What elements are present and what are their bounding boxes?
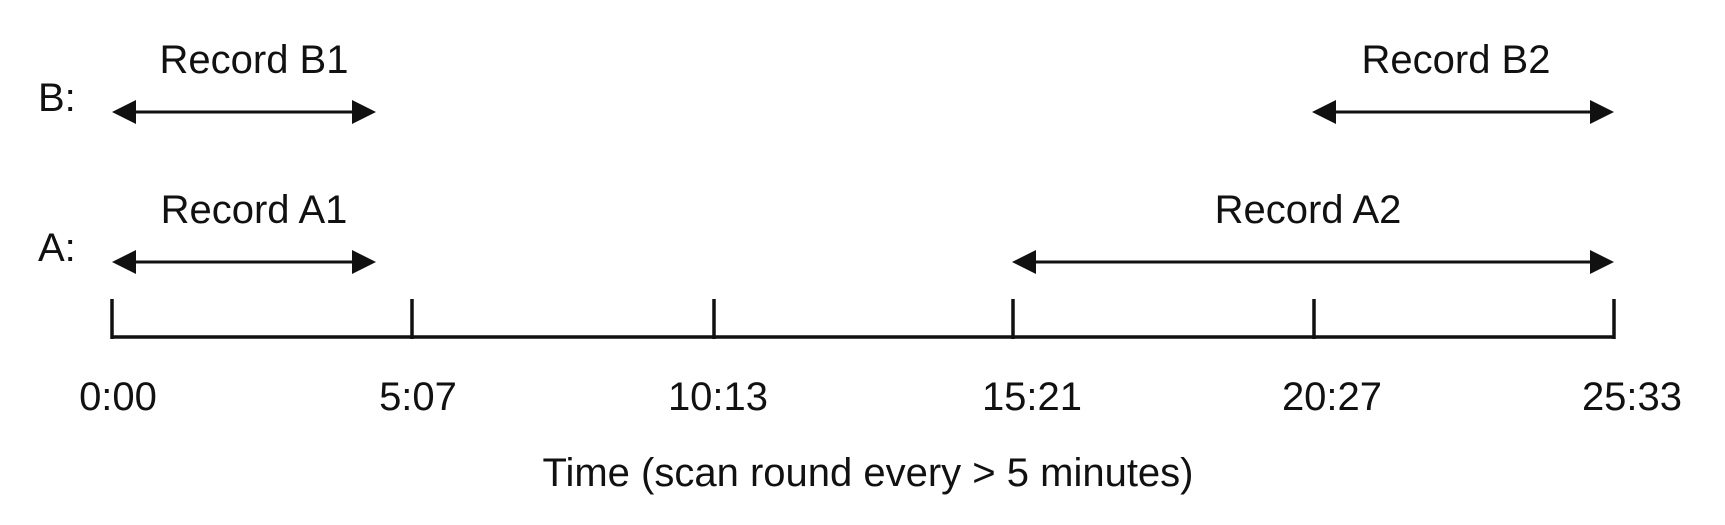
record-b2-arrow [1312,100,1614,124]
record-b2: Record B2 [1312,38,1614,124]
record-a2-arrow [1012,250,1614,274]
record-a1: Record A1 [112,188,376,274]
record-a1-arrow-right-head [352,250,376,274]
record-b2-label: Record B2 [1362,38,1551,82]
record-a2-arrow-left-head [1012,250,1036,274]
axis-title: Time (scan round every > 5 minutes) [543,451,1194,495]
record-b1-arrow [112,100,376,124]
axis-tick-label: 20:27 [1282,375,1382,419]
record-b1: Record B1 [112,38,376,124]
axis-tick-label: 15:21 [982,375,1082,419]
axis-tick-label: 25:33 [1582,375,1682,419]
record-a1-arrow [112,250,376,274]
axis-tick-label: 0:00 [79,375,157,419]
record-b1-arrow-left-head [112,100,136,124]
record-a2-label: Record A2 [1215,188,1402,232]
record-a1-arrow-left-head [112,250,136,274]
record-a2: Record A2 [1012,188,1614,274]
time-axis: 0:00 5:07 10:13 15:21 20:27 25:33 Time (… [79,299,1682,495]
record-b2-arrow-left-head [1312,100,1336,124]
record-a1-label: Record A1 [161,188,348,232]
record-a2-arrow-right-head [1590,250,1614,274]
record-b2-arrow-right-head [1590,100,1614,124]
axis-tick-label: 10:13 [668,375,768,419]
row-label-b: B: [38,76,76,120]
record-b1-arrow-right-head [352,100,376,124]
record-b1-label: Record B1 [160,38,349,82]
axis-tick-label: 5:07 [379,375,457,419]
row-label-a: A: [38,226,76,270]
